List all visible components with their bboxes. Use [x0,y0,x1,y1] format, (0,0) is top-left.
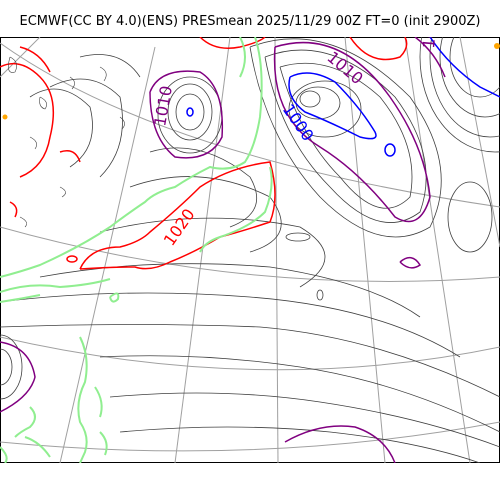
pressure-marker [2,114,8,120]
longitude-line [0,37,41,78]
isobar-1000 [186,37,500,157]
latitude-line [0,421,500,452]
isobars-thin [0,37,500,463]
high-pressure-marker [494,43,500,49]
latitude-line [0,42,500,208]
isobar-1010 [0,37,446,463]
coastline [0,37,273,463]
isobar-1020 [0,37,408,270]
longitude-line [274,37,279,463]
longitude-line [344,37,386,463]
latitude-line [0,336,500,371]
latitude-line [0,226,500,282]
terrain-contours [8,56,125,228]
contour-label-1010-edge: 10 [419,37,440,49]
longitude-line [459,37,500,248]
longitude-line [404,37,471,463]
map-title: ECMWF(CC BY 4.0)(ENS) PRESmean 2025/11/2… [19,14,481,29]
pressure-map: 1010 1000 1010 1020 10 [0,37,500,463]
longitude-line [59,46,156,463]
